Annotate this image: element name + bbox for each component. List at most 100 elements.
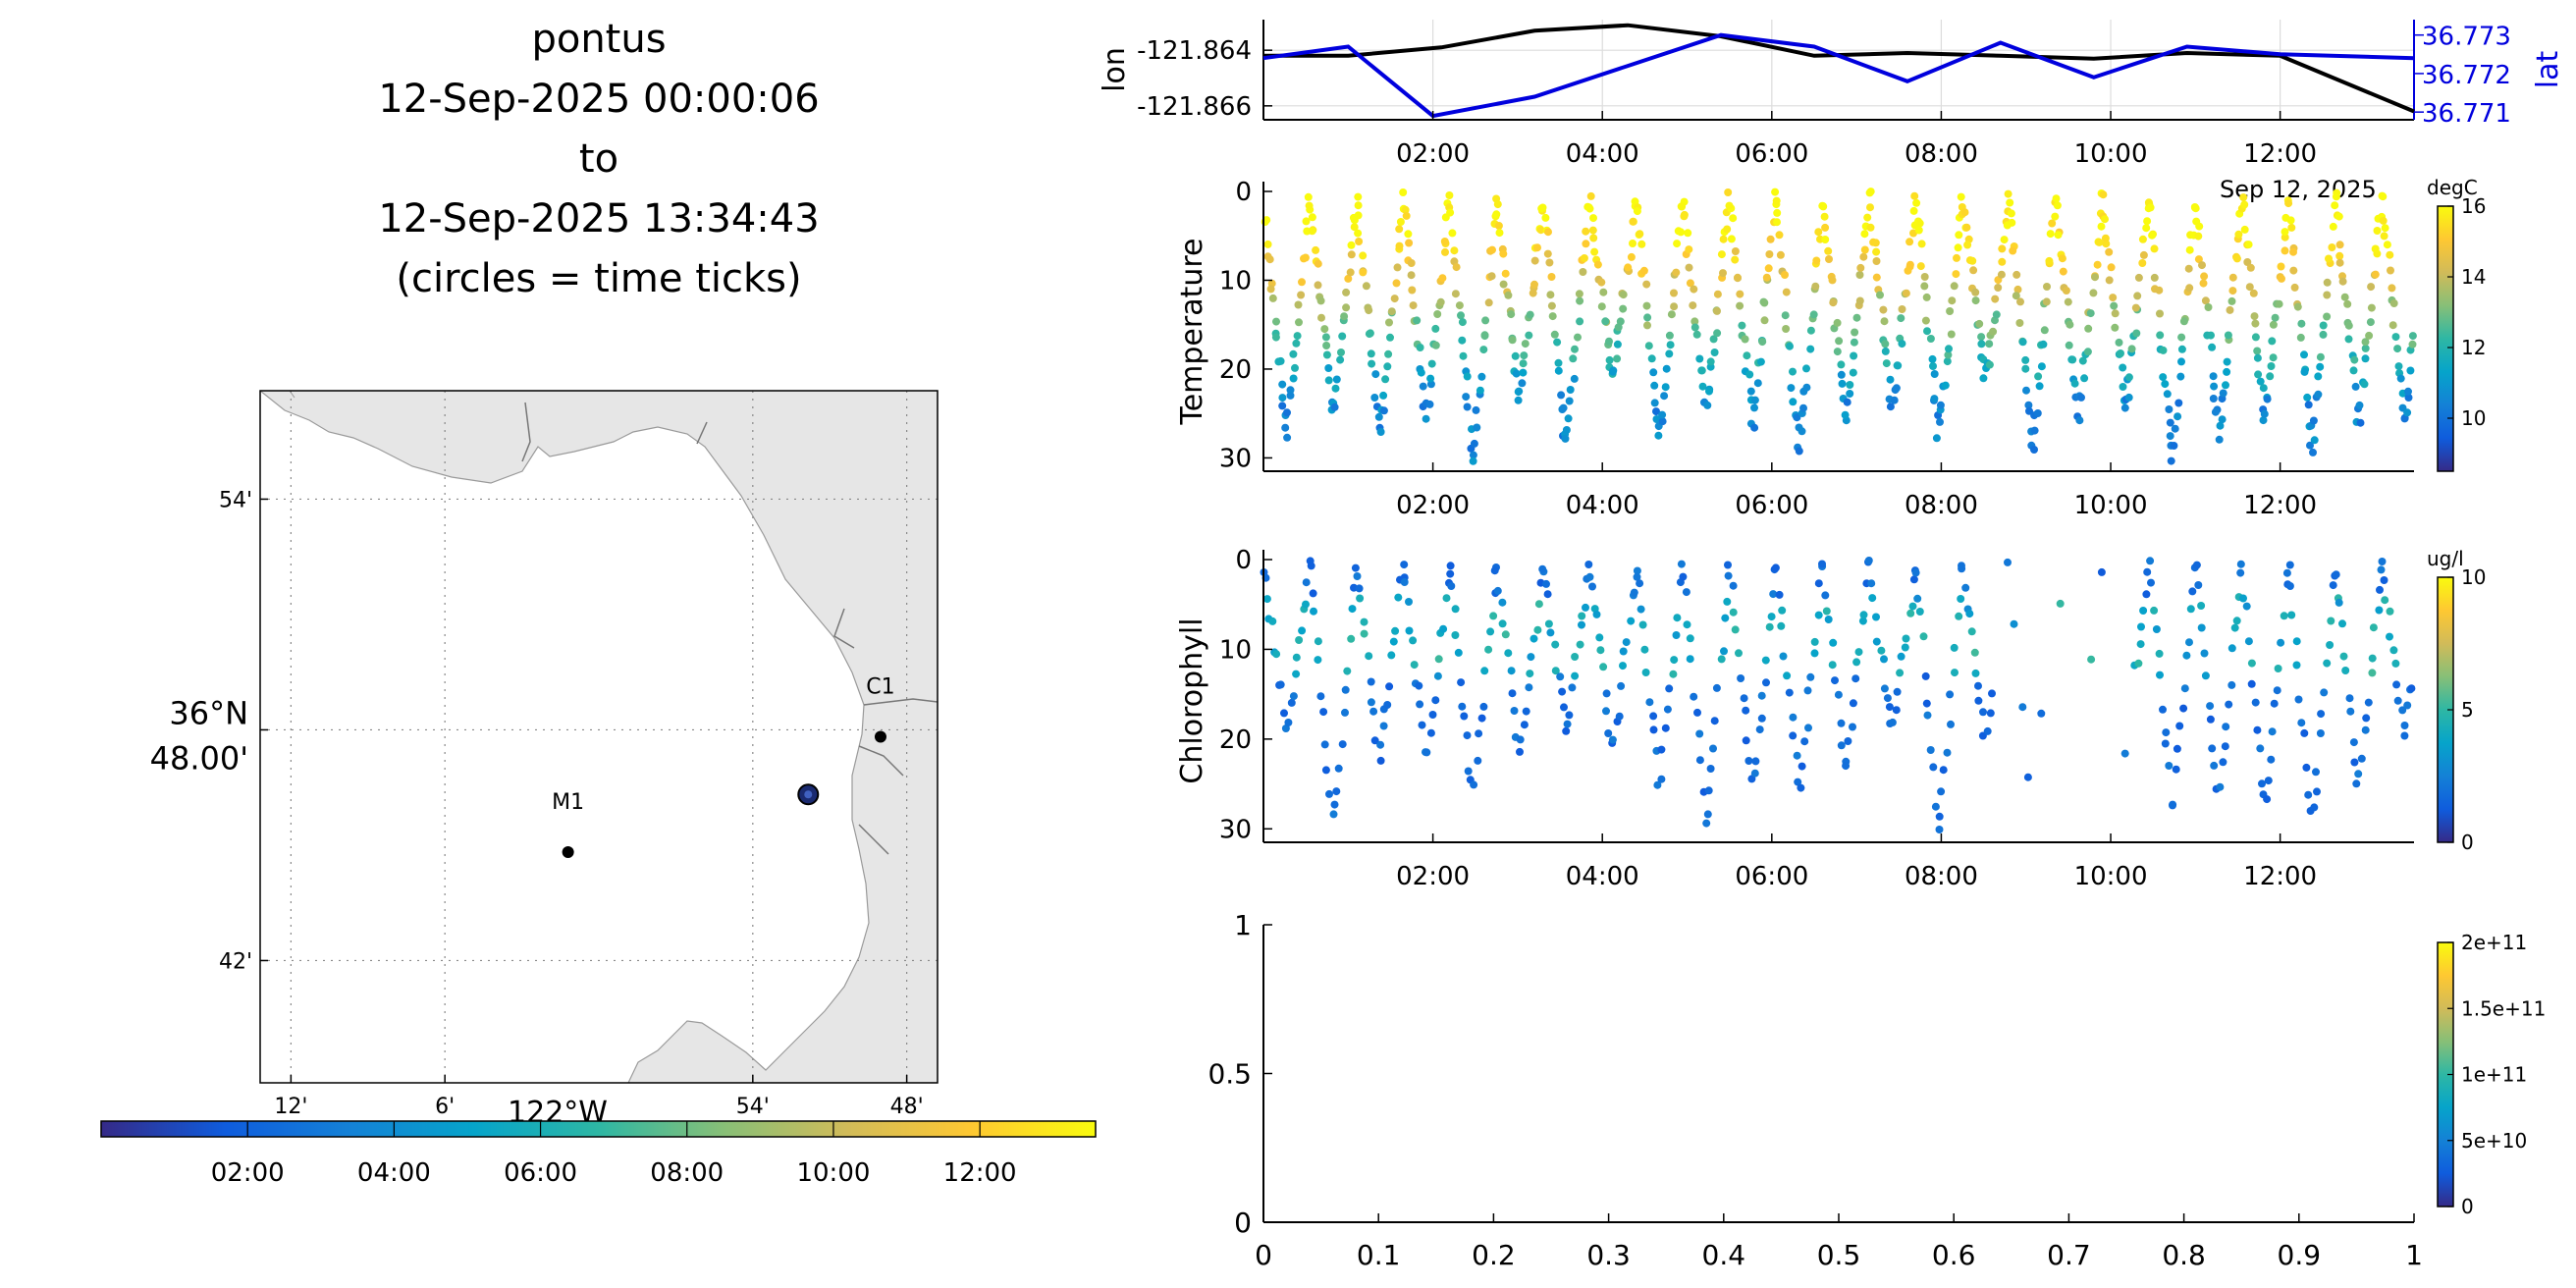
data-point: [1295, 636, 1304, 644]
data-point: [1803, 686, 1812, 695]
data-point: [1292, 653, 1301, 662]
data-point: [2194, 255, 2203, 264]
data-point: [2197, 623, 2206, 632]
data-point: [1710, 349, 1719, 356]
data-point: [2314, 390, 2323, 399]
data-point: [2320, 688, 2329, 697]
data-point: [1915, 219, 1924, 228]
map-frame: [259, 390, 939, 1084]
data-point: [1298, 626, 1307, 635]
data-point: [1302, 600, 1310, 609]
data-point: [1341, 685, 1350, 694]
data-point: [1965, 610, 1974, 618]
data-point: [1802, 383, 1811, 392]
data-point: [1481, 316, 1490, 325]
data-point: [2120, 403, 2129, 412]
data-point: [1547, 273, 1556, 281]
data-point: [2247, 659, 2256, 668]
data-point: [2179, 704, 2188, 713]
colorbar-tick-label: 12:00: [943, 1158, 1017, 1188]
data-point: [2259, 384, 2268, 393]
data-point: [1470, 780, 1478, 789]
data-point: [2251, 319, 2260, 328]
data-point: [1530, 634, 1538, 643]
data-point: [1588, 226, 1597, 235]
data-point: [2198, 261, 2206, 270]
data-point: [1974, 681, 1982, 690]
data-point: [2066, 320, 2074, 329]
data-point: [2274, 665, 2282, 672]
data-point: [2169, 800, 2177, 809]
data-point: [1459, 351, 1468, 360]
data-point: [1922, 699, 1931, 708]
colorbar-tick-label: 5: [2461, 698, 2474, 722]
data-point: [1262, 216, 1271, 225]
data-point: [2271, 313, 2280, 322]
data-point: [1695, 729, 1704, 738]
data-point: [2344, 321, 2353, 330]
map-lat-tick-label: 36°N: [169, 694, 248, 731]
data-point: [1346, 268, 1355, 277]
data-point: [1912, 198, 1921, 207]
data-point: [1516, 747, 1524, 756]
data-point: [1876, 291, 1884, 299]
data-point: [1553, 338, 1562, 347]
x-tick-label: 02:00: [1396, 139, 1470, 169]
data-point: [1362, 282, 1370, 291]
data-point: [1359, 251, 1368, 260]
y-tick-label: 30: [1219, 444, 1252, 473]
data-point: [2095, 238, 2104, 246]
data-point: [1463, 402, 1472, 411]
data-point: [1689, 301, 1697, 310]
data-point: [2371, 244, 2380, 253]
data-point: [1469, 456, 1477, 465]
data-point: [1653, 780, 1662, 789]
data-point: [1462, 393, 1471, 402]
data-point: [1376, 740, 1385, 749]
data-point: [2386, 250, 2394, 259]
data-point: [1604, 729, 1613, 737]
lat-tick-label: 36.773: [2422, 23, 2511, 52]
data-point: [2159, 346, 2168, 354]
data-point: [1742, 706, 1750, 715]
data-point: [1343, 667, 1352, 675]
data-point: [1745, 370, 1754, 379]
data-point: [2329, 222, 2337, 231]
data-point: [1477, 714, 1486, 723]
data-point: [2281, 246, 2289, 255]
data-point: [2408, 332, 2417, 341]
data-point: [2246, 263, 2255, 272]
x-tick-label: 10:00: [2074, 139, 2148, 169]
data-point: [2314, 372, 2323, 381]
time-colorbar-ticks: 02:00 04:00 06:00 08:00 10:00 12:00: [211, 1121, 1017, 1188]
data-point: [2267, 755, 2276, 764]
data-point: [2239, 193, 2248, 202]
data-point: [1821, 591, 1830, 600]
data-point: [2388, 321, 2397, 330]
data-point: [2182, 651, 2191, 660]
data-point: [1937, 787, 1946, 796]
data-point: [2323, 278, 2332, 287]
data-point: [1633, 207, 1641, 216]
data-point: [1923, 711, 1932, 720]
data-point: [2045, 256, 2054, 265]
data-point: [1977, 333, 1986, 342]
data-point: [2216, 782, 2225, 791]
data-point: [1859, 252, 1868, 261]
data-point: [1376, 428, 1385, 436]
data-point: [1893, 687, 1902, 696]
data-point: [1316, 692, 1325, 701]
data-point: [2033, 409, 2042, 417]
data-point: [1929, 763, 1938, 772]
data-point: [1595, 633, 1604, 642]
data-point: [1329, 810, 1338, 819]
data-point: [1652, 415, 1661, 423]
data-point: [1440, 238, 1449, 245]
data-point: [1534, 600, 1543, 609]
map-stations: M1 C1: [552, 675, 895, 858]
data-point: [1717, 250, 1726, 259]
data-point: [1765, 622, 1774, 631]
data-point: [2184, 264, 2193, 273]
data-point: [1337, 349, 1345, 356]
data-point: [1384, 349, 1393, 358]
